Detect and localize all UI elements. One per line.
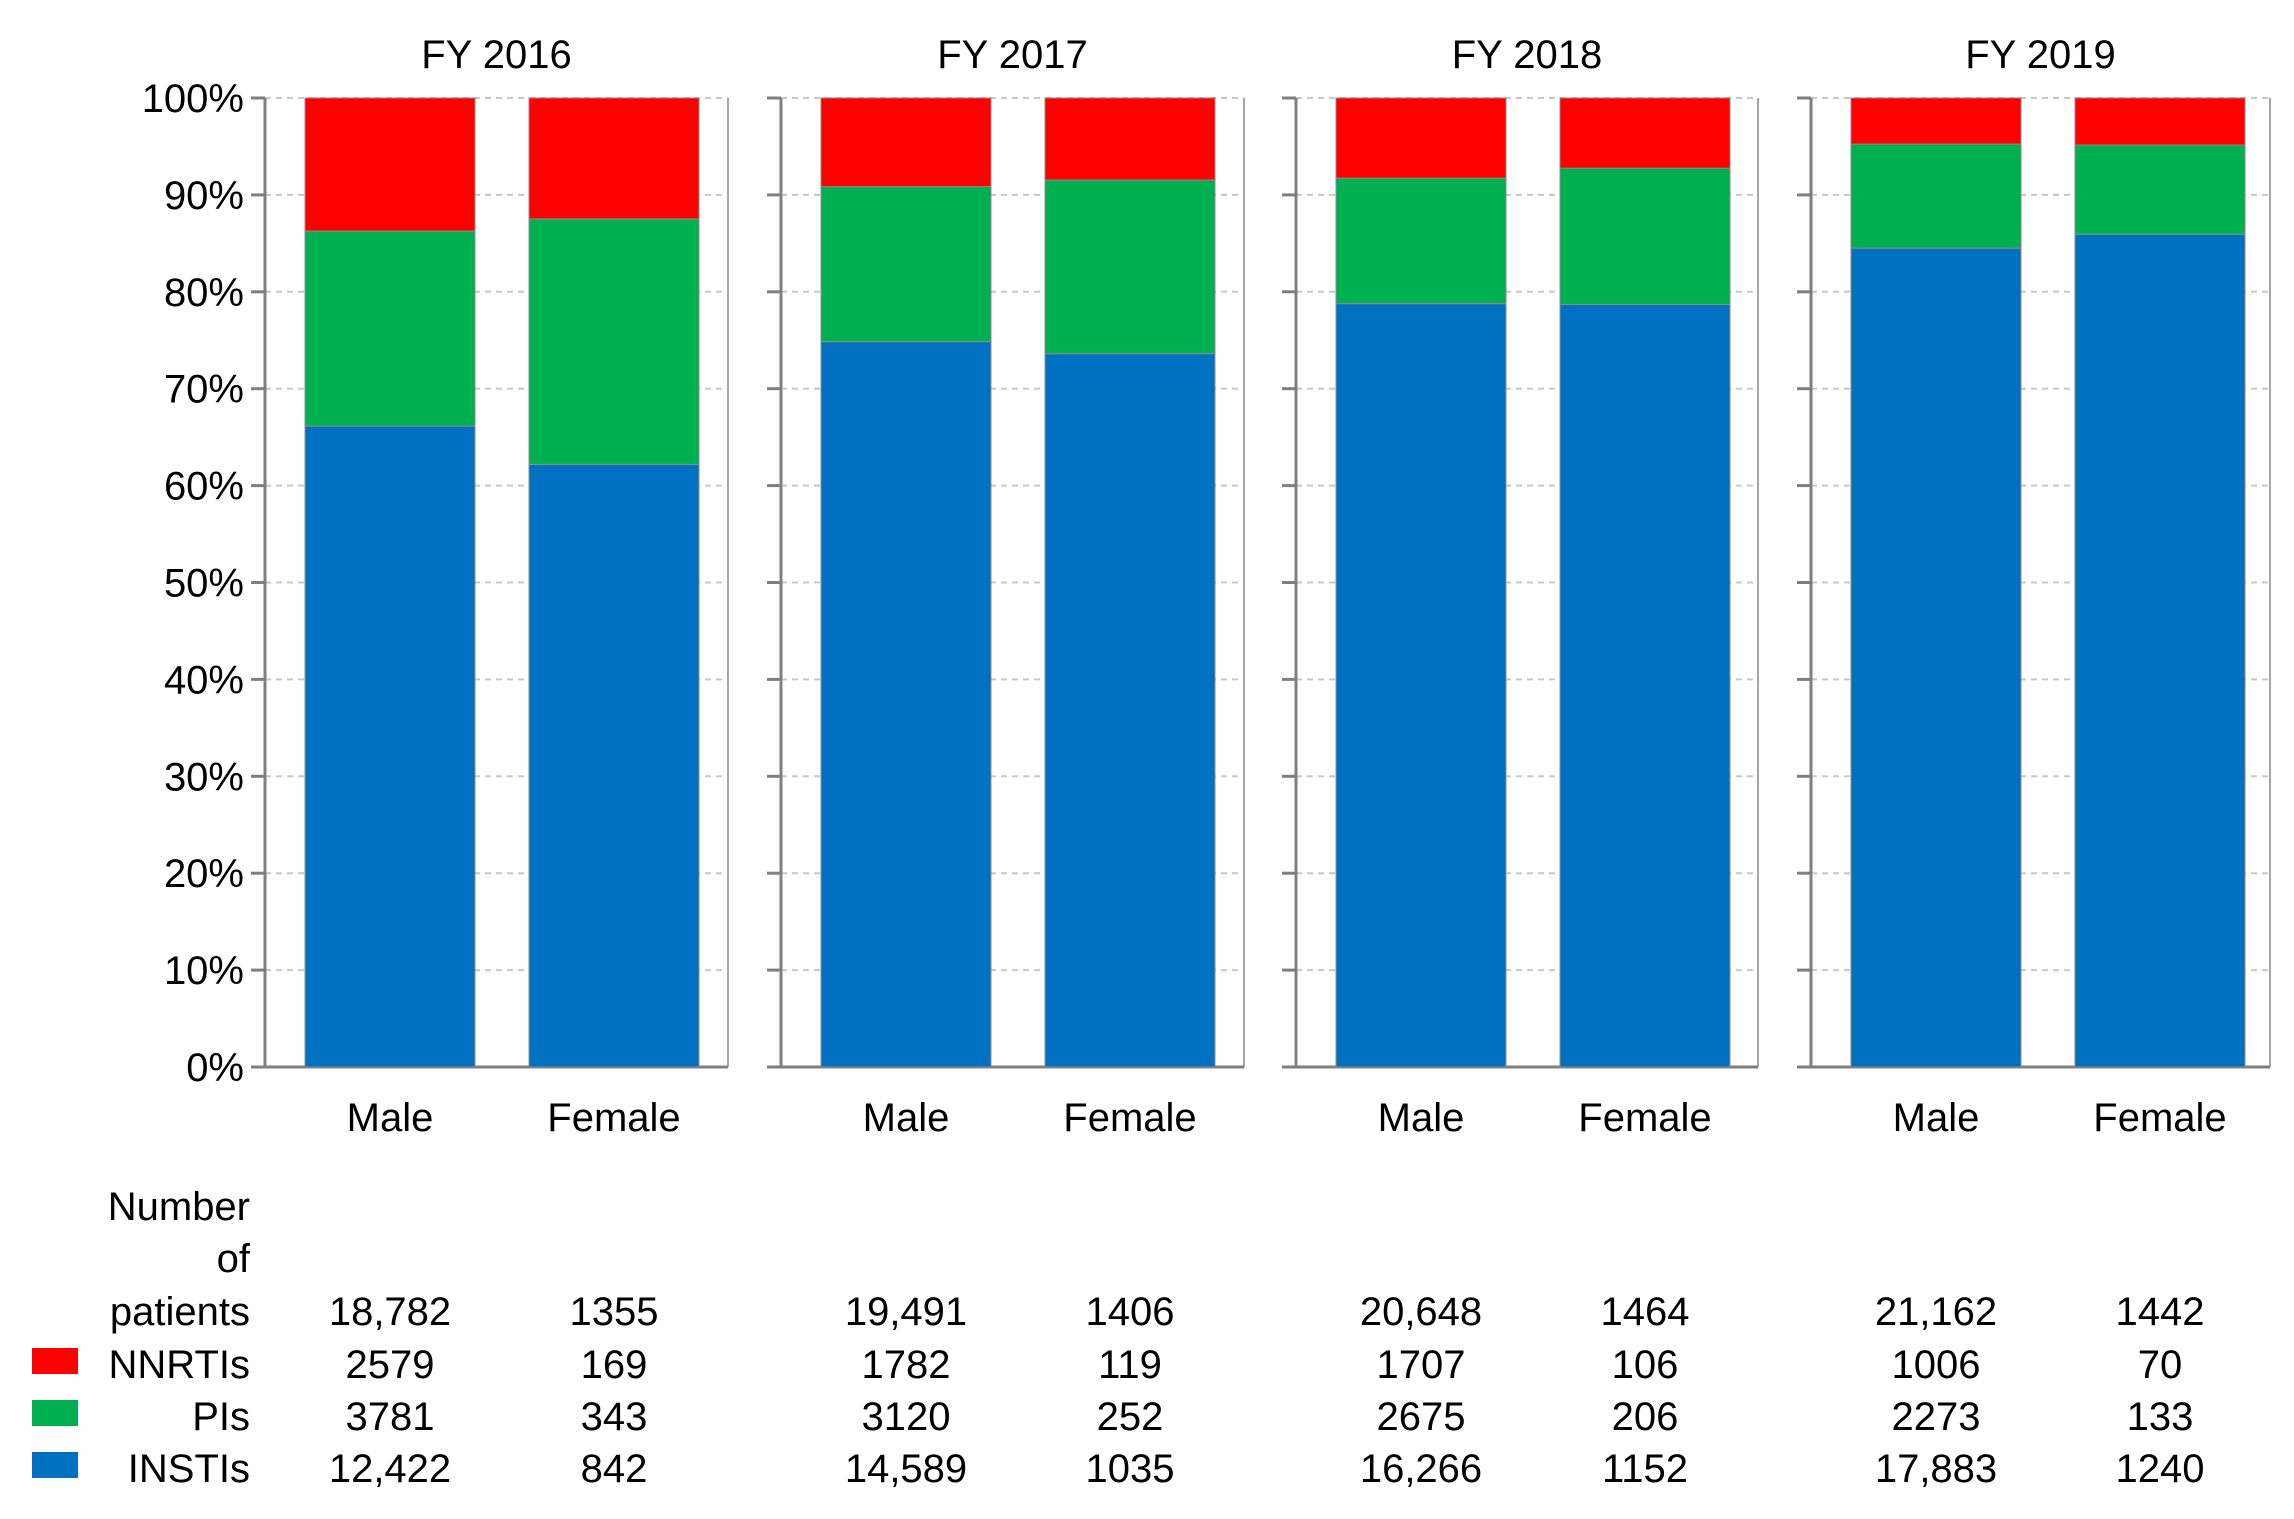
bar-segment-nnrtis bbox=[2074, 97, 2246, 146]
table-value: 343 bbox=[581, 1395, 648, 1439]
bar-segment-pis bbox=[304, 230, 476, 427]
category-label: Male bbox=[347, 1096, 434, 1140]
y-tick-label: 20% bbox=[164, 852, 244, 896]
y-tick-label: 90% bbox=[164, 174, 244, 218]
bar-segment-nnrtis bbox=[304, 97, 476, 232]
y-tick-label: 40% bbox=[164, 658, 244, 702]
patient-count: 20,648 bbox=[1360, 1290, 1482, 1334]
y-tick-label: 10% bbox=[164, 949, 244, 993]
bar-segment-pis bbox=[2074, 144, 2246, 235]
table-value: 1006 bbox=[1892, 1343, 1981, 1387]
bar-segment-pis bbox=[1559, 167, 1731, 306]
table-value: 17,883 bbox=[1875, 1447, 1997, 1491]
bar-segment-nnrtis bbox=[820, 97, 992, 188]
patient-count: 1406 bbox=[1086, 1290, 1175, 1334]
y-tick-label: 70% bbox=[164, 368, 244, 412]
patient-count: 18,782 bbox=[329, 1290, 451, 1334]
bar-segment-nnrtis bbox=[528, 97, 700, 220]
category-label: Female bbox=[1063, 1096, 1196, 1140]
legend-label: PIs bbox=[192, 1395, 250, 1439]
bar-segment-instis bbox=[1044, 353, 1216, 1068]
table-value: 2579 bbox=[346, 1343, 435, 1387]
legend-label: INSTIs bbox=[128, 1447, 250, 1491]
table-value: 70 bbox=[2138, 1343, 2183, 1387]
bar-segment-instis bbox=[1559, 304, 1731, 1068]
table-value: 14,589 bbox=[845, 1447, 967, 1491]
y-tick-label: 50% bbox=[164, 562, 244, 606]
bar-segment-nnrtis bbox=[1335, 97, 1507, 179]
table-header: patients bbox=[110, 1290, 250, 1334]
table-value: 133 bbox=[2127, 1395, 2194, 1439]
bar-segment-pis bbox=[1044, 179, 1216, 355]
table-value: 106 bbox=[1612, 1343, 1679, 1387]
legend-label: NNRTIs bbox=[109, 1343, 250, 1387]
table-value: 842 bbox=[581, 1447, 648, 1491]
table-value: 16,266 bbox=[1360, 1447, 1482, 1491]
y-tick-label: 30% bbox=[164, 755, 244, 799]
patient-count: 1442 bbox=[2116, 1290, 2205, 1334]
table-value: 12,422 bbox=[329, 1447, 451, 1491]
panel-title: FY 2019 bbox=[1965, 33, 2116, 77]
bar-segment-instis bbox=[1850, 247, 2022, 1068]
table-value: 2273 bbox=[1892, 1395, 1981, 1439]
bar-segment-instis bbox=[304, 425, 476, 1068]
category-label: Female bbox=[1578, 1096, 1711, 1140]
table-value: 1035 bbox=[1086, 1447, 1175, 1491]
table-value: 252 bbox=[1097, 1395, 1164, 1439]
bar-segment-pis bbox=[528, 218, 700, 465]
bar-segment-nnrtis bbox=[1850, 97, 2022, 145]
category-label: Male bbox=[1378, 1096, 1465, 1140]
table-value: 169 bbox=[581, 1343, 648, 1387]
bar-segment-nnrtis bbox=[1044, 97, 1216, 181]
patient-count: 21,162 bbox=[1875, 1290, 1997, 1334]
bar-segment-instis bbox=[528, 463, 700, 1068]
category-label: Female bbox=[2093, 1096, 2226, 1140]
category-label: Male bbox=[1893, 1096, 1980, 1140]
category-label: Male bbox=[863, 1096, 950, 1140]
bar-segment-instis bbox=[1335, 303, 1507, 1068]
table-value: 2675 bbox=[1377, 1395, 1466, 1439]
table-header: of bbox=[217, 1237, 251, 1281]
bar-segment-nnrtis bbox=[1559, 97, 1731, 169]
category-label: Female bbox=[547, 1096, 680, 1140]
y-tick-label: 60% bbox=[164, 465, 244, 509]
patient-count: 1355 bbox=[570, 1290, 659, 1334]
panel-title: FY 2017 bbox=[937, 33, 1088, 77]
legend-swatch-pis bbox=[32, 1400, 78, 1426]
panel-title: FY 2016 bbox=[421, 33, 572, 77]
table-value: 1707 bbox=[1377, 1343, 1466, 1387]
legend-swatch-nnrtis bbox=[32, 1348, 78, 1374]
bar-segment-instis bbox=[2074, 233, 2246, 1068]
table-value: 3120 bbox=[862, 1395, 951, 1439]
bar-segment-pis bbox=[1850, 143, 2022, 249]
y-tick-label: 0% bbox=[186, 1046, 244, 1090]
patient-count: 1464 bbox=[1601, 1290, 1690, 1334]
y-tick-label: 100% bbox=[142, 77, 244, 121]
bar-segment-pis bbox=[820, 186, 992, 343]
bar-segment-pis bbox=[1335, 177, 1507, 305]
y-tick-label: 80% bbox=[164, 271, 244, 315]
table-header: Number bbox=[108, 1185, 250, 1229]
table-value: 3781 bbox=[346, 1395, 435, 1439]
table-value: 1240 bbox=[2116, 1447, 2205, 1491]
patient-count: 19,491 bbox=[845, 1290, 967, 1334]
table-value: 119 bbox=[1098, 1343, 1162, 1387]
table-value: 1782 bbox=[862, 1343, 951, 1387]
table-value: 206 bbox=[1612, 1395, 1679, 1439]
panel-title: FY 2018 bbox=[1452, 33, 1603, 77]
legend-swatch-instis bbox=[32, 1452, 78, 1478]
table-value: 1152 bbox=[1602, 1447, 1688, 1491]
bar-segment-instis bbox=[820, 341, 992, 1068]
